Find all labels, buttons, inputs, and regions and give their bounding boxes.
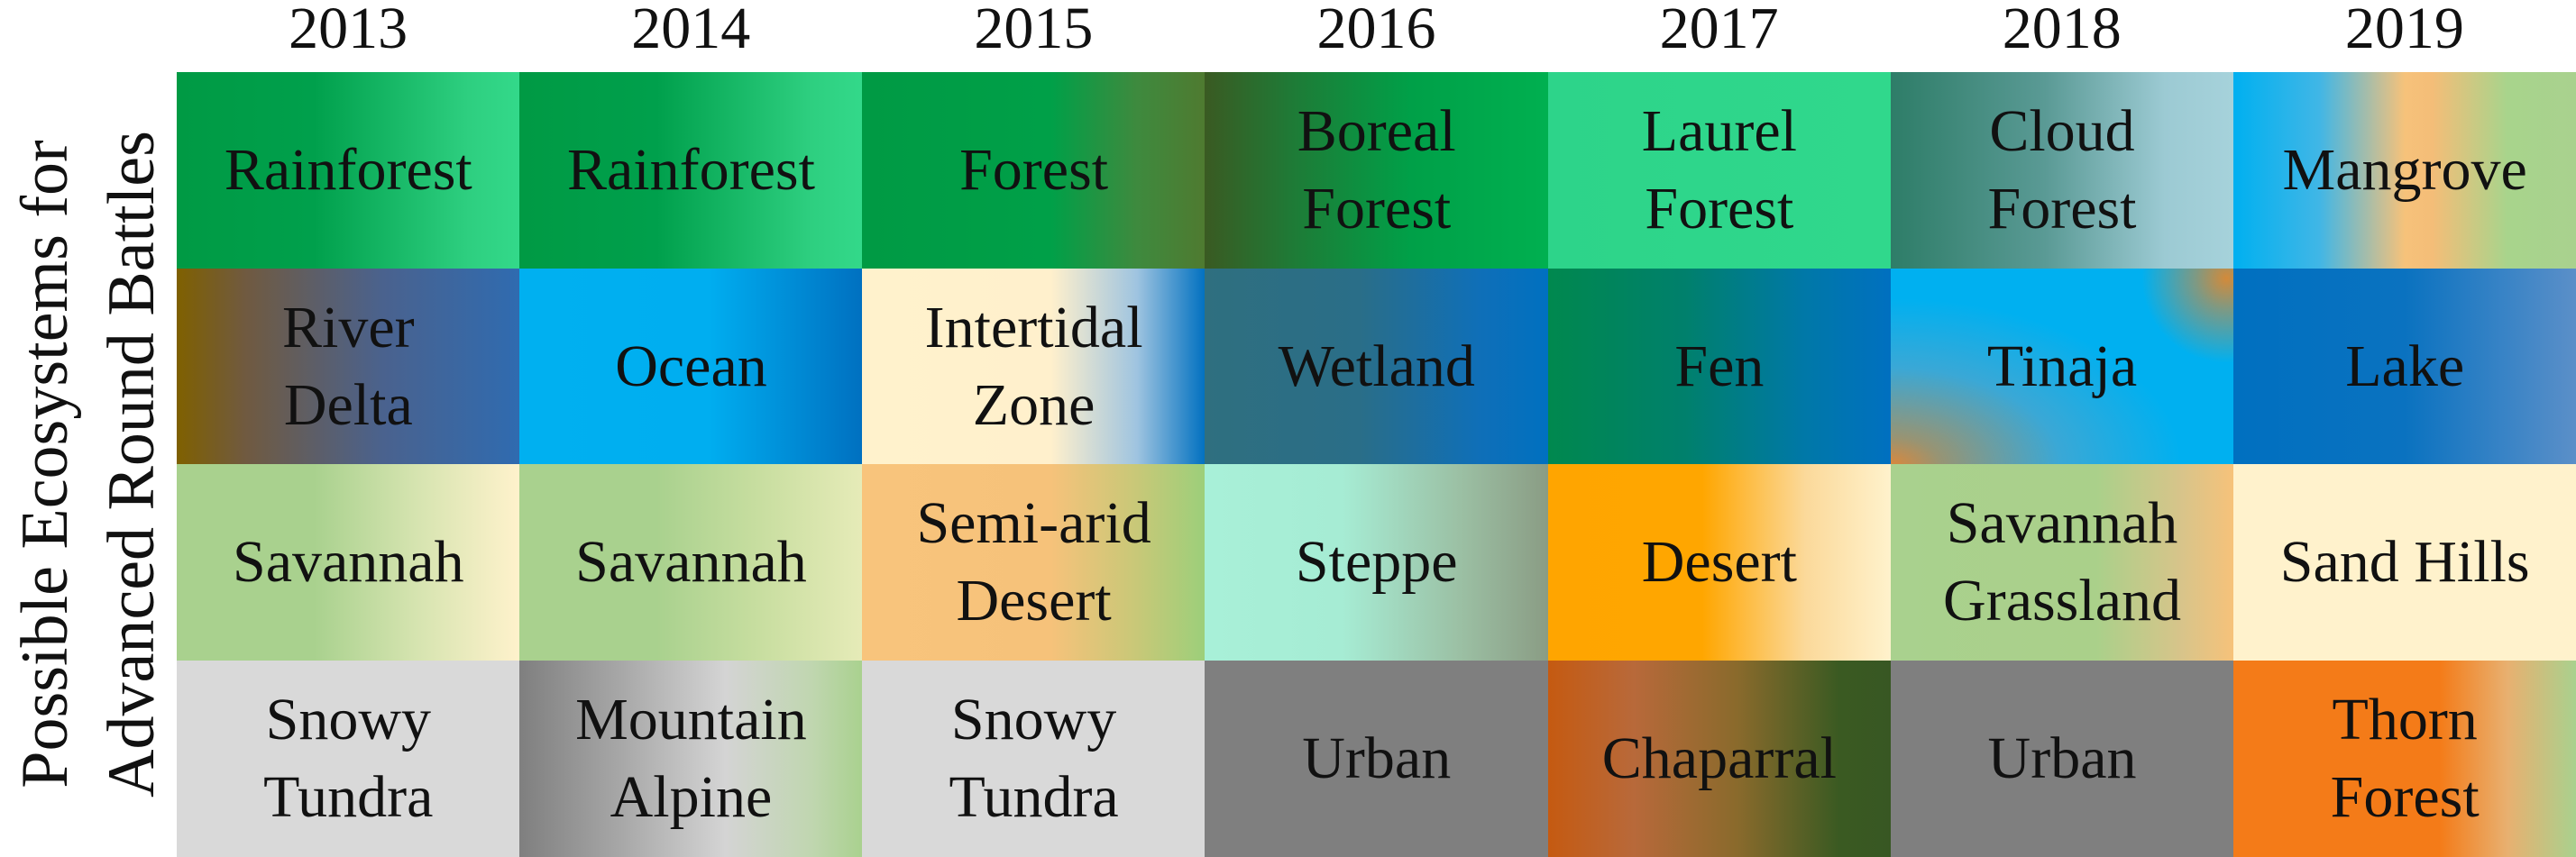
year-header-2019: 2019 <box>2344 0 2464 61</box>
ecosystem-cell: Wetland <box>1205 268 1549 465</box>
ecosystem-cell: Intertidal Zone <box>862 268 1205 465</box>
ecosystem-label: Rainforest <box>566 137 815 203</box>
ecosystem-label: Savannah <box>233 529 464 595</box>
ecosystem-cell: Ocean <box>519 268 863 465</box>
ecosystem-cell: Desert <box>1547 464 1892 661</box>
ecosystem-label: Urban <box>1987 725 2137 791</box>
ecosystem-label: Mountain Alpine <box>575 686 807 830</box>
ecosystem-cell: Rainforest <box>177 72 520 269</box>
ecosystem-cell: Snowy Tundra <box>177 660 520 857</box>
ecosystem-label: Fen <box>1674 333 1765 399</box>
ecosystem-label: Desert <box>1641 529 1798 595</box>
ecosystem-label: Laurel Forest <box>1641 98 1797 242</box>
year-header-2018: 2018 <box>2002 0 2122 61</box>
ecosystem-cell: Steppe <box>1205 464 1549 661</box>
ecosystem-label: Savannah <box>575 529 807 595</box>
ecosystem-label: Lake <box>2345 333 2465 399</box>
ecosystem-cell: Cloud Forest <box>1890 72 2234 269</box>
year-header-2016: 2016 <box>1316 0 1436 61</box>
ecosystem-cell: Thorn Forest <box>2232 660 2576 857</box>
ecosystem-cell: Mangrove <box>2232 72 2576 269</box>
year-header-row: 2013 2014 2015 2016 2017 2018 2019 <box>177 0 2576 72</box>
ecosystem-cell: River Delta <box>177 268 520 465</box>
ecosystem-label: River Delta <box>282 294 415 438</box>
year-header-2013: 2013 <box>289 0 408 61</box>
ecosystem-label: Tinaja <box>1986 333 2138 399</box>
year-header-2017: 2017 <box>1659 0 1779 61</box>
ecosystem-cell: Sand Hills <box>2232 464 2576 661</box>
ecosystem-label: Forest <box>959 137 1109 203</box>
y-axis-label: Possible Ecosystems for Advanced Round B… <box>8 131 169 798</box>
ecosystem-cell: Lake <box>2232 268 2576 465</box>
ecosystem-label: Rainforest <box>224 137 472 203</box>
ecosystem-grid: Rainforest Rainforest Forest Boreal Forest L… <box>177 72 2576 857</box>
y-axis-label-area: Possible Ecosystems for Advanced Round B… <box>0 72 177 856</box>
ecosystem-label: Snowy Tundra <box>949 686 1119 830</box>
ecosystem-label: Urban <box>1302 725 1452 791</box>
ecosystem-label: Cloud Forest <box>1987 98 2137 242</box>
ecosystem-cell: Savannah <box>177 464 520 661</box>
ecosystem-cell: Boreal Forest <box>1205 72 1549 269</box>
ecosystem-cell: Rainforest <box>519 72 863 269</box>
ecosystem-label: Snowy Tundra <box>263 686 434 830</box>
ecosystem-cell: Savannah <box>519 464 863 661</box>
ecosystem-cell: Savannah Grassland <box>1890 464 2234 661</box>
ecosystem-label: Boreal Forest <box>1297 98 1456 242</box>
ecosystem-cell: Chaparral <box>1547 660 1892 857</box>
ecosystem-cell: Fen <box>1547 268 1892 465</box>
ecosystem-label: Sand Hills <box>2279 529 2530 595</box>
ecosystem-label: Ocean <box>615 333 767 399</box>
ecosystem-cell: Mountain Alpine <box>519 660 863 857</box>
ecosystem-cell: Forest <box>862 72 1205 269</box>
ecosystem-label: Wetland <box>1278 333 1475 399</box>
ecosystem-label: Semi-arid Desert <box>916 490 1151 634</box>
ecosystem-label: Chaparral <box>1601 725 1837 791</box>
ecosystem-cell: Snowy Tundra <box>862 660 1205 857</box>
ecosystem-label: Steppe <box>1295 529 1458 595</box>
ecosystem-cell: Laurel Forest <box>1547 72 1892 269</box>
ecosystem-label: Thorn Forest <box>2330 686 2480 830</box>
ecosystem-label: Mangrove <box>2282 137 2527 203</box>
year-header-2015: 2015 <box>974 0 1094 61</box>
ecosystem-label: Savannah Grassland <box>1943 490 2181 634</box>
ecosystem-label: Intertidal Zone <box>924 294 1143 438</box>
ecosystem-cell: Urban <box>1890 660 2234 857</box>
year-header-2014: 2014 <box>631 0 751 61</box>
ecosystem-cell: Urban <box>1205 660 1549 857</box>
ecosystem-cell: Tinaja <box>1890 268 2234 465</box>
ecosystem-cell: Semi-arid Desert <box>862 464 1205 661</box>
